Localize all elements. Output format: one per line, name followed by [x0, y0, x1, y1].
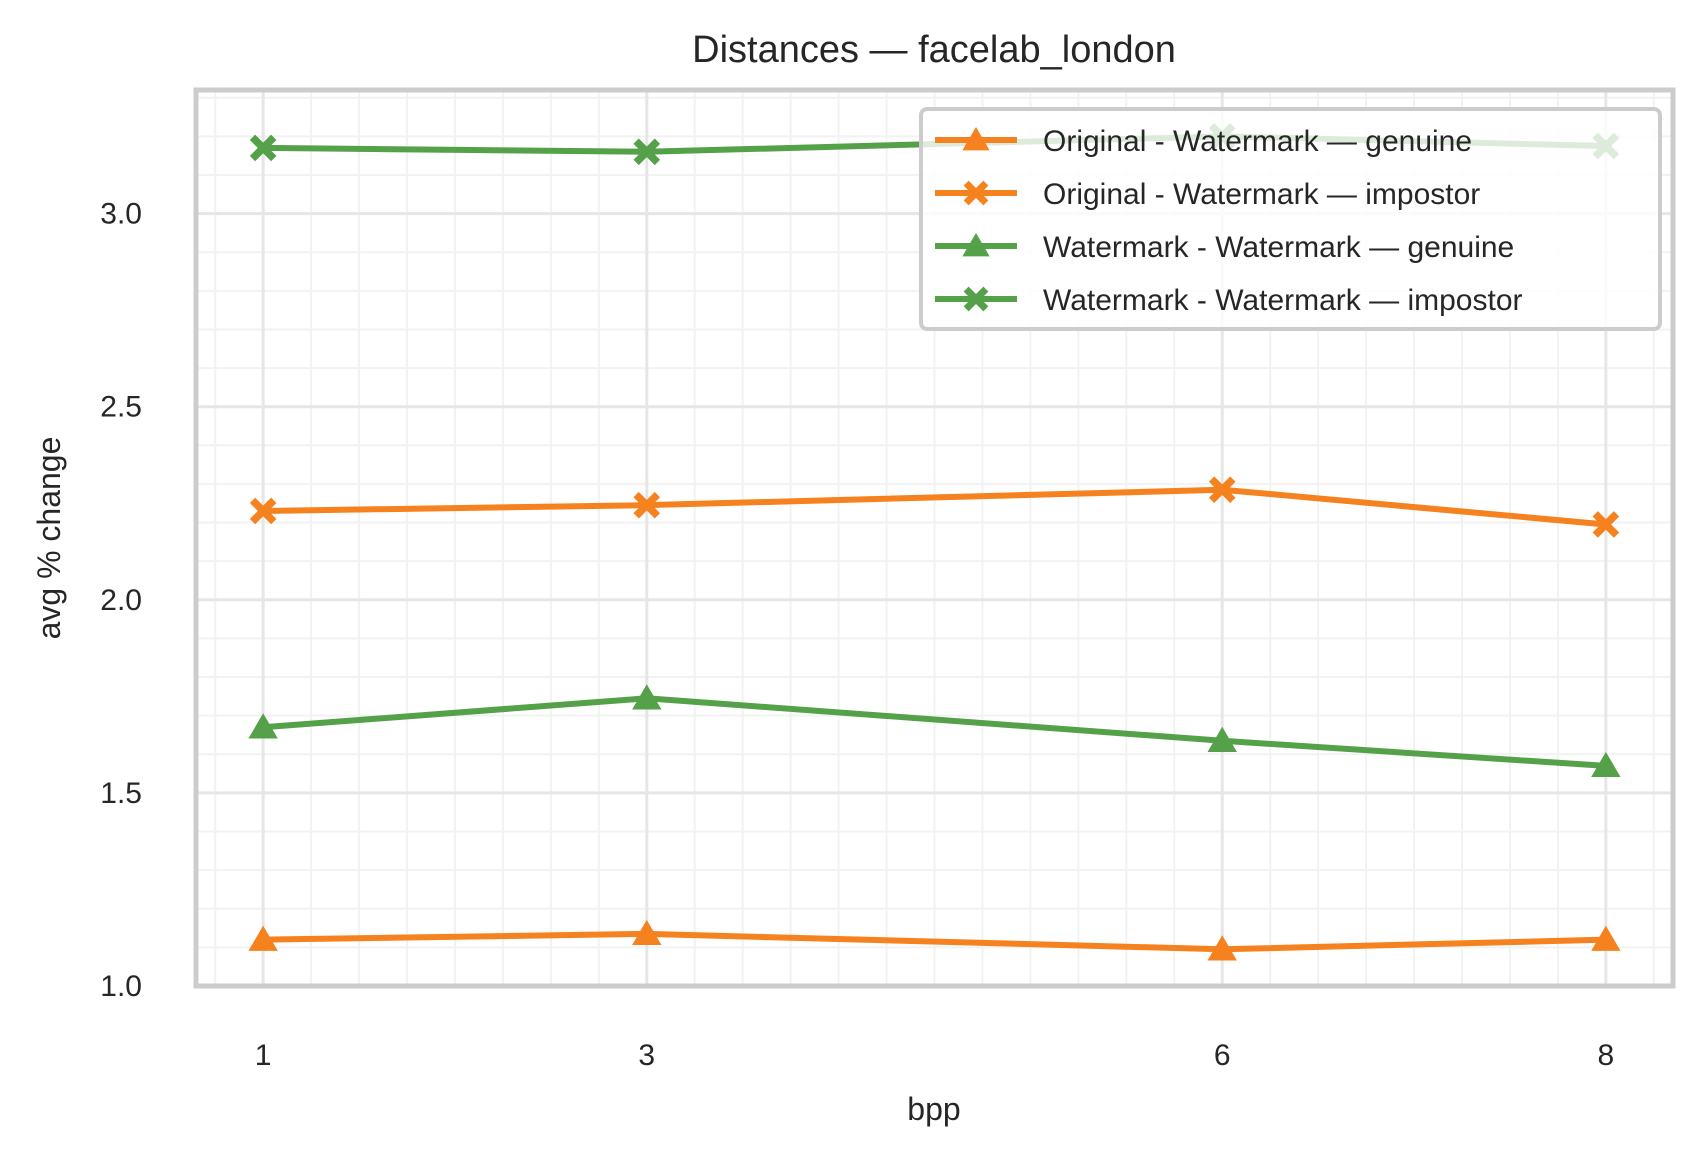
series-line	[260, 930, 1609, 953]
legend-marker-swatch	[962, 127, 990, 151]
data-point-marker	[248, 713, 278, 739]
data-point-marker	[1207, 935, 1237, 961]
data-point-marker	[1207, 726, 1237, 752]
x-tick-label: 1	[255, 1039, 272, 1072]
legend-marker-swatch	[962, 233, 990, 257]
data-point-marker	[249, 134, 277, 162]
legend-box	[919, 107, 1662, 331]
data-point-marker	[633, 138, 661, 166]
legend-entry-label: Original - Watermark — impostor	[1043, 178, 1480, 211]
series-group	[249, 476, 1620, 538]
data-point-marker	[1591, 751, 1621, 778]
plot-frame	[193, 87, 1676, 989]
data-point-marker	[1592, 511, 1620, 538]
data-point-marker	[248, 925, 278, 951]
data-point-marker	[633, 491, 661, 519]
x-tick-label: 8	[1598, 1039, 1615, 1072]
y-tick-label: 3.0	[100, 198, 142, 231]
data-point-marker	[632, 684, 662, 710]
y-axis-label: avg % change	[31, 437, 67, 640]
x-tick-label: 3	[638, 1039, 655, 1072]
y-tick-label: 1.0	[100, 970, 142, 1003]
series-group	[248, 919, 1621, 961]
legend: Original - Watermark — genuine Original -…	[919, 107, 1662, 331]
x-axis-label: bpp	[907, 1091, 960, 1127]
data-point-marker	[1591, 925, 1621, 951]
series-group	[248, 684, 1621, 778]
x-tick-label: 6	[1214, 1039, 1231, 1072]
series-line	[260, 695, 1609, 769]
y-tick-label: 2.0	[100, 584, 142, 617]
legend-entry-label: Watermark - Watermark — genuine	[1043, 231, 1514, 264]
y-tick-label: 1.5	[100, 777, 142, 810]
data-point-marker	[249, 497, 277, 525]
legend-marker-swatch	[963, 180, 989, 206]
legend-marker-swatch	[963, 286, 989, 312]
ticks-layer: 1 3 6 8 1.0 1.5 2.0 2.5 3.0	[100, 198, 1614, 1072]
series-line	[260, 486, 1609, 528]
data-point-marker	[1208, 476, 1236, 504]
data-point-marker	[632, 919, 662, 946]
legend-entry-label: Watermark - Watermark — impostor	[1043, 284, 1523, 317]
y-tick-label: 2.5	[100, 391, 142, 424]
legend-entry-label: Original - Watermark — genuine	[1043, 125, 1472, 158]
chart-title: Distances — facelab_london	[692, 29, 1176, 71]
